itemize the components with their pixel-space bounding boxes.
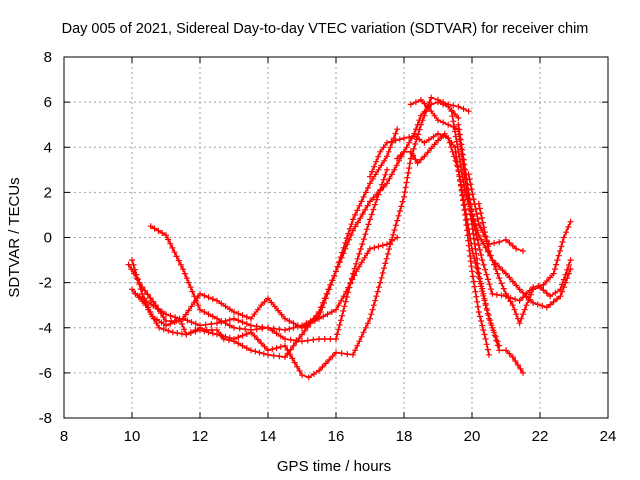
x-tick-label: 22 [532, 428, 549, 445]
series-point-markers [475, 200, 574, 327]
y-tick-label: -6 [39, 365, 52, 382]
series-point-markers [132, 99, 462, 361]
x-tick-label: 8 [60, 428, 68, 445]
y-axis-label: SDTVAR / TECUs [6, 177, 23, 297]
series-track-8 [367, 130, 526, 376]
y-tick-label: -8 [39, 410, 52, 427]
y-tick-label: 6 [44, 94, 52, 111]
data-series [125, 94, 574, 381]
series-point-markers [125, 234, 401, 331]
y-tick-label: 0 [44, 230, 52, 247]
x-tick-label: 16 [328, 428, 345, 445]
y-tick-label: -2 [39, 275, 52, 292]
x-tick-label: 20 [464, 428, 481, 445]
x-tick-label: 12 [192, 428, 209, 445]
series-track-5 [132, 99, 462, 361]
series-track-12 [475, 200, 574, 327]
x-tick-label: 14 [260, 428, 277, 445]
series-point-markers [455, 121, 574, 304]
x-tick-label: 24 [600, 428, 617, 445]
series-track-2 [129, 166, 390, 345]
grid [64, 57, 608, 418]
x-tick-label: 10 [124, 428, 141, 445]
series-track-3 [125, 234, 401, 331]
series-point-markers [367, 130, 526, 376]
series-point-markers [129, 166, 390, 345]
y-tick-label: 8 [44, 49, 52, 66]
chart-title: Day 005 of 2021, Sidereal Day-to-day VTE… [62, 21, 589, 37]
y-tick-label: 4 [44, 139, 52, 156]
x-tick-label: 18 [396, 428, 413, 445]
y-tick-label: 2 [44, 184, 52, 201]
x-axis-label: GPS time / hours [277, 458, 391, 475]
y-tick-label: -4 [39, 320, 52, 337]
series-line [149, 128, 398, 331]
series-track-11 [455, 121, 574, 304]
